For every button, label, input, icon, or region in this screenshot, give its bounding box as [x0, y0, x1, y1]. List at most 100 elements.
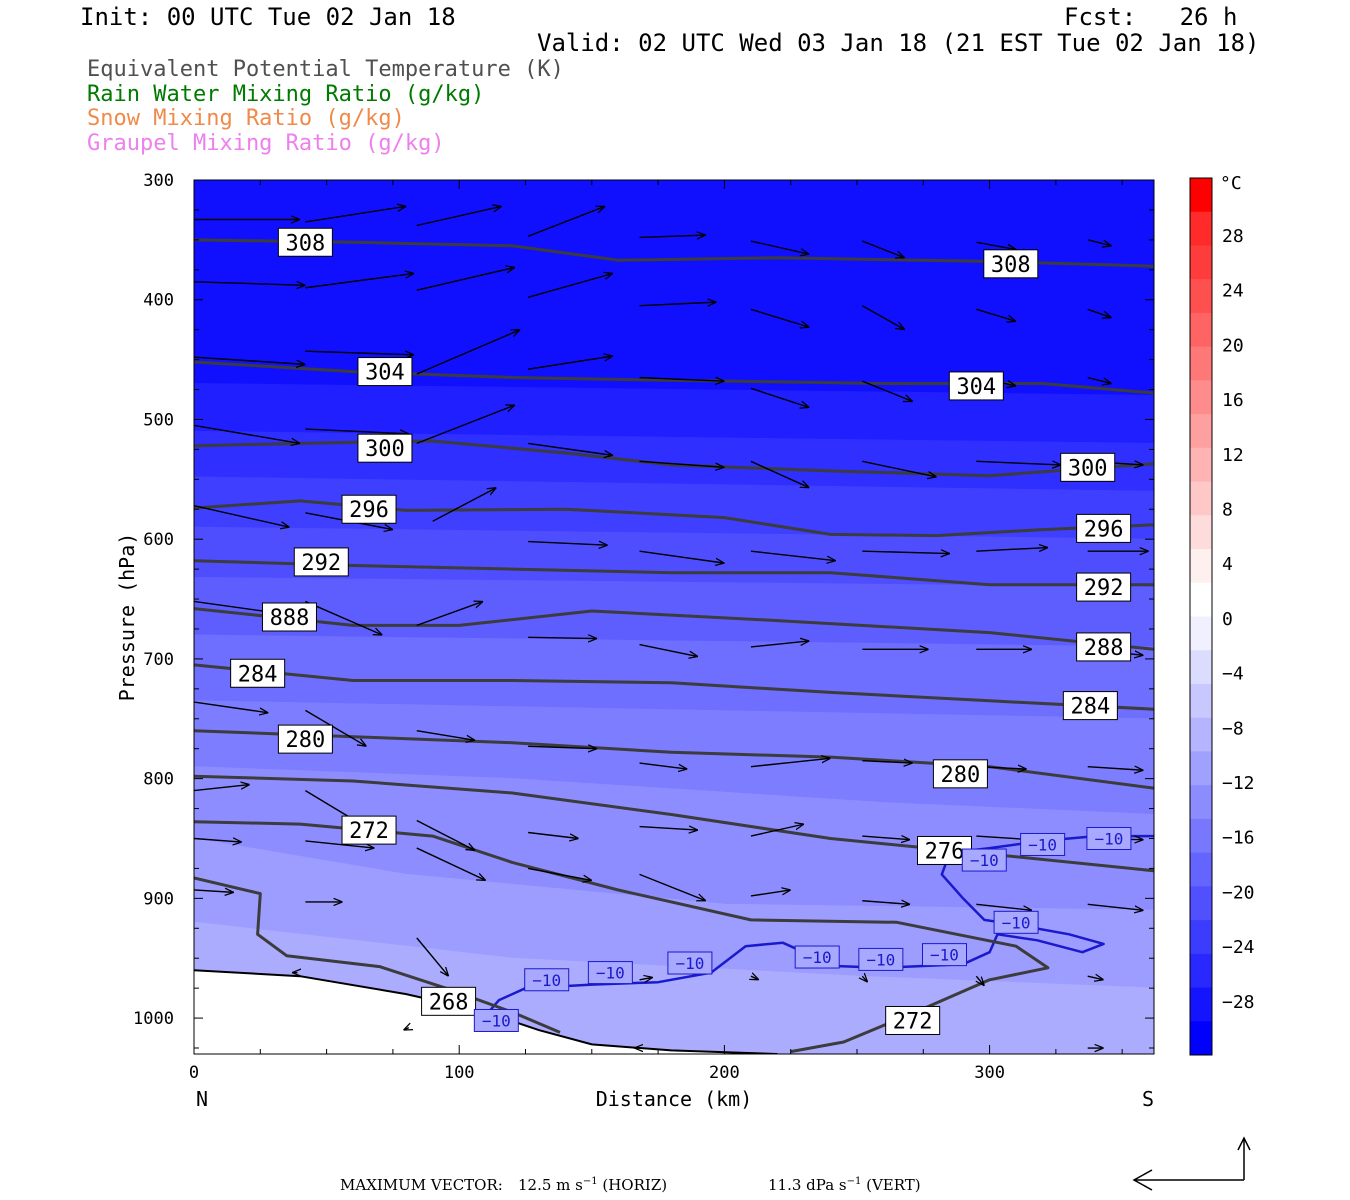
colorbar-swatch: [1190, 987, 1212, 1022]
x-tick-label: 0: [189, 1063, 199, 1083]
colorbar-swatch: [1190, 920, 1212, 955]
field-label-theta-e: Equivalent Potential Temperature (K): [87, 57, 564, 82]
temp-contour-label: −10: [532, 971, 561, 990]
colorbar-swatch: [1190, 414, 1212, 449]
wind-vector: [528, 356, 613, 370]
contour-label: 280: [286, 728, 326, 753]
temp-contour-label: −10: [482, 1011, 511, 1030]
theta-e-contour-300: [194, 439, 1154, 478]
wind-vector: [976, 308, 1016, 321]
wind-vector: [750, 890, 791, 897]
colorbar-swatch: [1190, 279, 1212, 314]
colorbar-tick-label: 16: [1222, 390, 1244, 411]
colorbar-swatch: [1190, 616, 1212, 651]
colorbar-swatch: [1190, 515, 1212, 550]
wind-vector: [528, 542, 608, 546]
contour-label-box: [277, 724, 333, 754]
contour-label-box: [983, 249, 1039, 279]
wind-vector: [862, 901, 910, 905]
y-tick-label: 400: [143, 291, 174, 311]
init-time: Init: 00 UTC Tue 02 Jan 18: [80, 3, 456, 31]
colorbar-tick-label: −20: [1222, 882, 1255, 903]
wind-vector: [976, 241, 1016, 249]
colorbar-tick-label: −16: [1222, 828, 1255, 849]
forecast-hour: Fcst: 26 h: [1064, 3, 1238, 31]
temp-contour-label: −10: [1028, 835, 1057, 854]
wind-vector: [1087, 239, 1112, 246]
colorbar-swatch: [1190, 346, 1212, 381]
contour-label: 272: [893, 1009, 933, 1034]
colorbar: 28 24 20 16 12 8 4 0 −4 −8 −12 −16 −20 −24 −28: [1189, 177, 1255, 1056]
wind-vector: [1087, 767, 1144, 771]
temp-label-box: [993, 910, 1039, 934]
wind-vector: [194, 504, 289, 528]
colorbar-swatch: [1190, 549, 1212, 584]
contour-label: 280: [941, 763, 981, 788]
colorbar-tick-label: 4: [1222, 554, 1233, 575]
contour-label-box: [1076, 572, 1132, 602]
y-tick-label: 800: [143, 770, 174, 790]
temp-contour-label: −10: [866, 950, 895, 969]
colorbar-swatch: [1190, 953, 1212, 989]
colorbar-swatch: [1190, 245, 1212, 280]
wind-vector: [305, 428, 408, 434]
contour-label: 308: [991, 253, 1031, 278]
colorbar-tick-label: −12: [1222, 773, 1255, 794]
temp-label-box: [1020, 832, 1066, 856]
wind-vector: [639, 235, 706, 237]
x-tick-label: 200: [709, 1063, 740, 1083]
temp-label-box: [961, 848, 1007, 872]
colorbar-unit: °C: [1220, 173, 1242, 194]
colorbar-frame: [1189, 177, 1213, 1056]
colorbar-swatch: [1190, 818, 1212, 854]
theta-e-contour-284: [194, 663, 1154, 711]
theta-e-contour-296: [194, 499, 1154, 538]
contour-label: 304: [365, 361, 405, 386]
wind-vector: [750, 460, 809, 487]
wind-vector: [194, 424, 300, 443]
wind-vector: [416, 405, 515, 445]
contour-label-box: [357, 433, 413, 463]
colorbar-swatch: [1190, 785, 1212, 820]
temp-label-box: [524, 968, 570, 992]
colorbar-swatch: [1190, 683, 1212, 719]
theta-e-contour-292: [194, 559, 1154, 587]
wind-vector: [305, 840, 374, 848]
temp-label-box: [1086, 826, 1132, 850]
wind-vector: [1087, 903, 1144, 910]
wind-vector: [639, 378, 725, 382]
contour-label-box: [948, 371, 1004, 401]
field-label-rain: Rain Water Mixing Ratio (g/kg): [87, 82, 485, 107]
colorbar-swatch: [1190, 886, 1212, 921]
temp-contour-label: −10: [596, 964, 625, 983]
field-label-snow: Snow Mixing Ratio (g/kg): [87, 106, 405, 131]
wind-vector: [862, 240, 904, 258]
y-tick-label: 300: [143, 171, 174, 191]
wind-vector: [750, 240, 809, 254]
colorbar-tick-label: −4: [1222, 664, 1244, 685]
wind-vector: [194, 356, 305, 364]
y-tick-label: 600: [143, 530, 174, 550]
colorbar-swatch: [1190, 650, 1212, 685]
wind-vector: [527, 273, 613, 299]
wind-vector: [194, 282, 305, 286]
contour-label: 300: [1068, 456, 1108, 481]
wind-vector: [1087, 376, 1112, 384]
max-vector-horiz: 12.5 m s−1 (HORIZ): [518, 1176, 668, 1194]
colorbar-tick-label: 28: [1222, 226, 1244, 247]
wind-vector: [639, 460, 725, 467]
wind-vector: [862, 380, 912, 403]
colorbar-swatch: [1190, 312, 1212, 348]
contour-label: 288: [1084, 636, 1124, 661]
contour-label-box: [277, 227, 333, 257]
contour-label: 304: [956, 375, 996, 400]
colorbar-tick-label: 24: [1222, 281, 1244, 302]
wind-vector: [416, 206, 502, 227]
wind-vector: [862, 761, 912, 763]
colorbar-swatch: [1190, 582, 1212, 617]
contour-label-box: [421, 986, 477, 1016]
contour-label: 308: [286, 231, 326, 256]
wind-vector: [750, 550, 836, 561]
reference-vector: [1132, 1136, 1251, 1191]
contour-label-box: [1060, 452, 1116, 482]
